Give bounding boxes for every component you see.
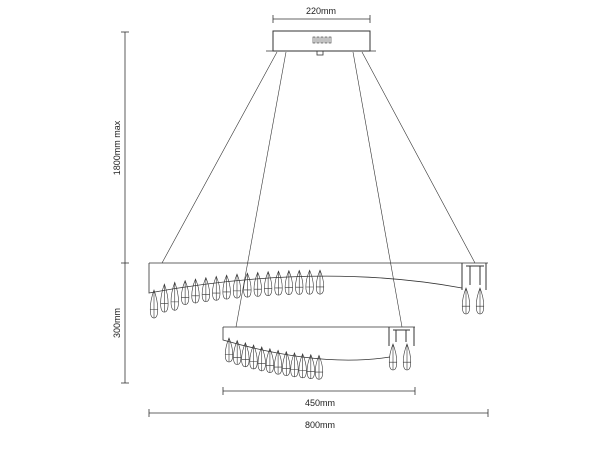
crystal-drop	[305, 269, 314, 295]
crystal-drop	[274, 349, 283, 375]
upper-width-label: 800mm	[305, 420, 335, 430]
crystal-drop	[201, 276, 210, 302]
crystal-drop	[306, 353, 315, 379]
crystal-drop	[241, 342, 250, 368]
crystal-drop	[265, 347, 274, 373]
crystal-drop	[222, 274, 231, 300]
crystal-drop	[295, 269, 304, 295]
upper-width-dimension	[148, 409, 489, 417]
crystal-drop	[232, 273, 242, 299]
crystal-drop	[253, 271, 262, 297]
total-height-label: 1800mm max	[112, 120, 122, 175]
crystal-drop	[290, 352, 299, 378]
crystal-drop	[181, 279, 190, 305]
lower-ring	[222, 326, 415, 361]
crystal-drop	[233, 339, 242, 365]
crystal-drop	[282, 350, 291, 376]
canopy-width-label: 220mm	[306, 6, 336, 16]
crystal-drop	[264, 270, 273, 296]
pendant-drop	[461, 287, 471, 315]
crystal-drop	[298, 353, 307, 379]
tier-height-label: 300mm	[112, 308, 122, 338]
crystal-drop	[224, 337, 234, 363]
crystal-drop	[243, 272, 252, 298]
crystal-drop	[160, 283, 169, 313]
upper-ring	[148, 262, 488, 294]
crystal-drop	[257, 346, 266, 372]
crystal-drops	[149, 269, 485, 380]
crystal-drop	[315, 269, 325, 295]
crystal-drop	[170, 281, 179, 311]
suspension-cables	[161, 51, 476, 328]
pendant-drop	[475, 287, 485, 315]
lower-width-dimension	[222, 387, 416, 395]
lower-width-label: 450mm	[305, 398, 335, 408]
canopy	[266, 30, 376, 56]
crystal-drop	[249, 344, 258, 370]
pendant-drop	[388, 343, 398, 371]
canopy-dimension	[272, 15, 371, 23]
crystal-drop	[274, 270, 283, 296]
crystal-drop	[191, 278, 200, 304]
crystal-drop	[149, 289, 159, 319]
crystal-drop	[212, 275, 221, 301]
crystal-drop	[284, 269, 293, 295]
height-dimension	[121, 31, 129, 384]
pendant-drop	[402, 343, 412, 371]
crystal-drop	[314, 354, 324, 380]
